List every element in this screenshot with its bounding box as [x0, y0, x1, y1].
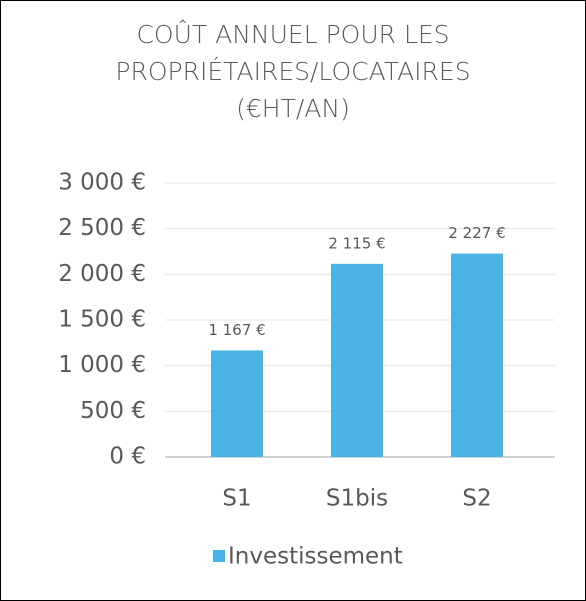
y-tick-label: 0 €	[109, 444, 146, 470]
y-tick-label: 1 500 €	[58, 307, 146, 333]
bar	[211, 350, 263, 457]
data-label: 1 167 €	[208, 321, 265, 339]
y-tick-label: 2 500 €	[58, 215, 146, 241]
legend-label: Investissement	[228, 544, 403, 570]
bar	[331, 263, 383, 457]
y-tick-label: 1 000 €	[58, 352, 146, 378]
data-label: 2 227 €	[448, 224, 505, 242]
data-label: 2 115 €	[328, 234, 385, 252]
bar	[451, 253, 503, 457]
y-tick-label: 2 000 €	[58, 261, 146, 287]
y-tick-label: 500 €	[80, 398, 146, 424]
x-tick-label: S1bis	[326, 486, 388, 512]
y-tick-label: 3 000 €	[58, 170, 146, 196]
chart-title: COÛT ANNUEL POUR LES PROPRIÉTAIRES/LOCAT…	[115, 20, 471, 123]
x-tick-label: S1	[222, 486, 251, 512]
legend-swatch	[213, 550, 225, 562]
x-tick-label: S2	[462, 486, 491, 512]
